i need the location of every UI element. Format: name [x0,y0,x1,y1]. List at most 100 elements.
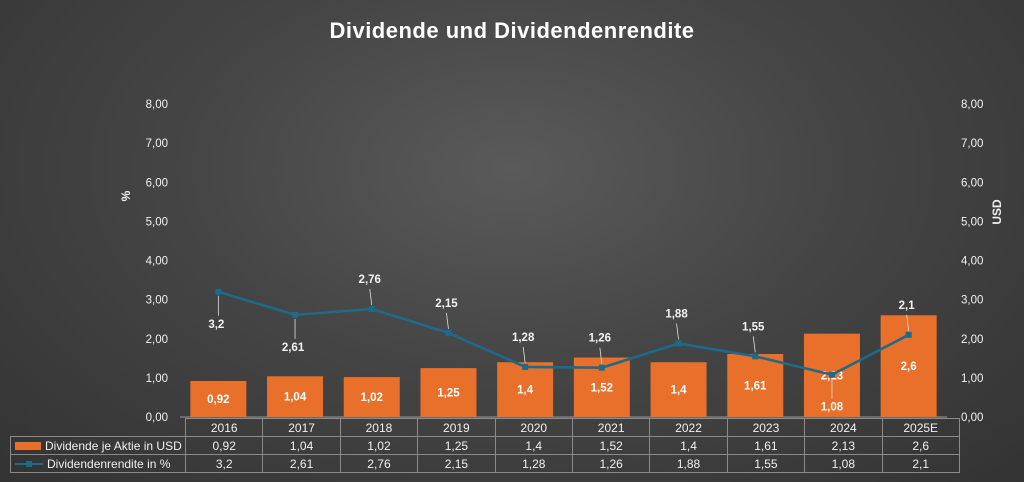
right-y-tick-label: 2,00 [961,334,983,346]
line-label-leader [369,288,373,306]
table-cell: 0,92 [184,436,264,455]
table-category: 2025E [881,418,960,437]
bar-data-label: 1,61 [744,381,767,393]
table-cell: 2,15 [417,454,496,473]
table-header-row: 2016 2017 2018 2019 2020 2021 2022 2023 … [11,418,960,437]
left-y-tick-label: 0,00 [146,412,168,424]
table-cell: 1,88 [649,454,728,473]
bar-legend-swatch [15,442,41,451]
table-category: 2019 [417,418,496,437]
table-row-dividend: Dividende je Aktie in USD 0,92 1,04 1,02… [10,436,960,455]
bar [497,362,554,417]
table-cell: 2,6 [881,436,960,455]
left-y-tick-label: 4,00 [146,256,168,268]
line-data-label: 2,61 [282,342,305,354]
line-marker [445,329,452,336]
right-y-tick-label: 8,00 [961,99,983,111]
line-label-leader [752,336,756,353]
line-label-leader [906,314,910,331]
bar-data-label: 1,4 [671,385,688,397]
right-y-tick-label: 4,00 [961,256,983,268]
right-y-tick-label: 5,00 [961,216,983,228]
bar [343,377,400,417]
left-y-tick-label: 8,00 [146,99,168,111]
bar [267,376,324,417]
line-data-label: 2,15 [435,298,458,310]
legend-label: Dividende je Aktie in USD [45,438,182,453]
bar-series: 0,921,041,021,251,41,521,41,612,132,6 [190,315,937,417]
table-category: 2016 [184,418,264,437]
line-data-label: 1,26 [589,333,611,345]
line-marker [598,364,605,371]
table-cell: 1,08 [804,454,883,473]
bar-data-label: 1,4 [517,385,534,397]
line-label-leader [446,312,449,329]
table-cell: 1,02 [339,436,419,455]
line-legend-swatch [15,459,43,469]
table-category: 2018 [339,418,419,437]
table-cell: 2,13 [804,436,883,455]
left-y-tick-label: 5,00 [146,216,168,228]
table-cell: 1,26 [571,454,651,473]
left-y-tick-label: 2,00 [146,334,168,346]
bar-data-label: 1,04 [284,392,307,404]
bar-data-label: 2,6 [901,361,917,373]
bar [420,368,477,417]
bar [727,354,784,417]
line-data-label: 1,28 [512,332,535,344]
right-y-axis: 0,00 1,00 2,00 3,00 4,00 5,00 6,00 7,00 8,00 [961,99,983,424]
bar [650,362,707,417]
table-category: 2022 [649,418,728,437]
table-cell: 2,1 [881,454,960,473]
line-marker [368,306,375,313]
bar-data-label: 1,02 [361,392,383,404]
right-y-tick-label: 1,00 [961,373,983,385]
line-label-leader [522,346,526,363]
line-marker [905,331,912,338]
line-data-label: 2,1 [899,300,916,312]
right-y-tick-label: 3,00 [961,295,983,307]
chart-title: Dividende und Dividendenrendite [329,18,695,43]
table-cell: 1,28 [494,454,573,473]
line-marker [675,340,682,347]
line-marker [828,371,835,378]
table-category: 2017 [262,418,341,437]
table-corner [11,419,186,437]
line-marker [292,311,299,318]
line-label-leader [599,347,603,364]
table-cell: 1,4 [494,436,573,455]
right-y-tick-label: 7,00 [961,138,983,150]
right-y-tick-label: 6,00 [961,177,983,189]
legend-entry-dividend: Dividende je Aktie in USD [10,436,186,455]
line-marker [522,363,529,370]
legend-entry-yield: Dividendenrendite in % [10,454,186,473]
table-cell: 1,52 [571,436,651,455]
line-marker [752,353,759,360]
line-series: 3,2 2,61 2,76 2,15 1,28 1,26 1,88 1,55 1,08 2,1 [208,274,915,414]
line-label-leader [676,323,679,340]
table-cell: 1,61 [726,436,806,455]
bar-data-label: 0,92 [207,394,229,406]
data-table: 2016 2017 2018 2019 2020 2021 2022 2023 … [10,418,960,473]
table-cell: 1,55 [726,454,806,473]
table-cell: 1,04 [262,436,341,455]
left-y-tick-label: 1,00 [146,373,168,385]
right-y-axis-label: USD [990,199,1004,225]
table-category: 2020 [494,418,573,437]
bar-data-label: 1,25 [437,388,460,400]
table-category: 2023 [726,418,806,437]
line-data-label: 2,76 [359,274,381,286]
table-cell: 1,4 [649,436,728,455]
table-category: 2021 [571,418,651,437]
left-y-tick-label: 3,00 [146,295,168,307]
table-cell: 1,25 [417,436,496,455]
line-path [217,290,910,377]
line-data-label: 1,08 [821,402,844,414]
left-y-tick-label: 6,00 [146,177,168,189]
line-marker [215,288,222,295]
table-cell: 3,2 [184,454,264,473]
bar [190,381,247,417]
bar-data-label: 1,52 [591,382,613,394]
legend-label: Dividendenrendite in % [47,456,171,471]
